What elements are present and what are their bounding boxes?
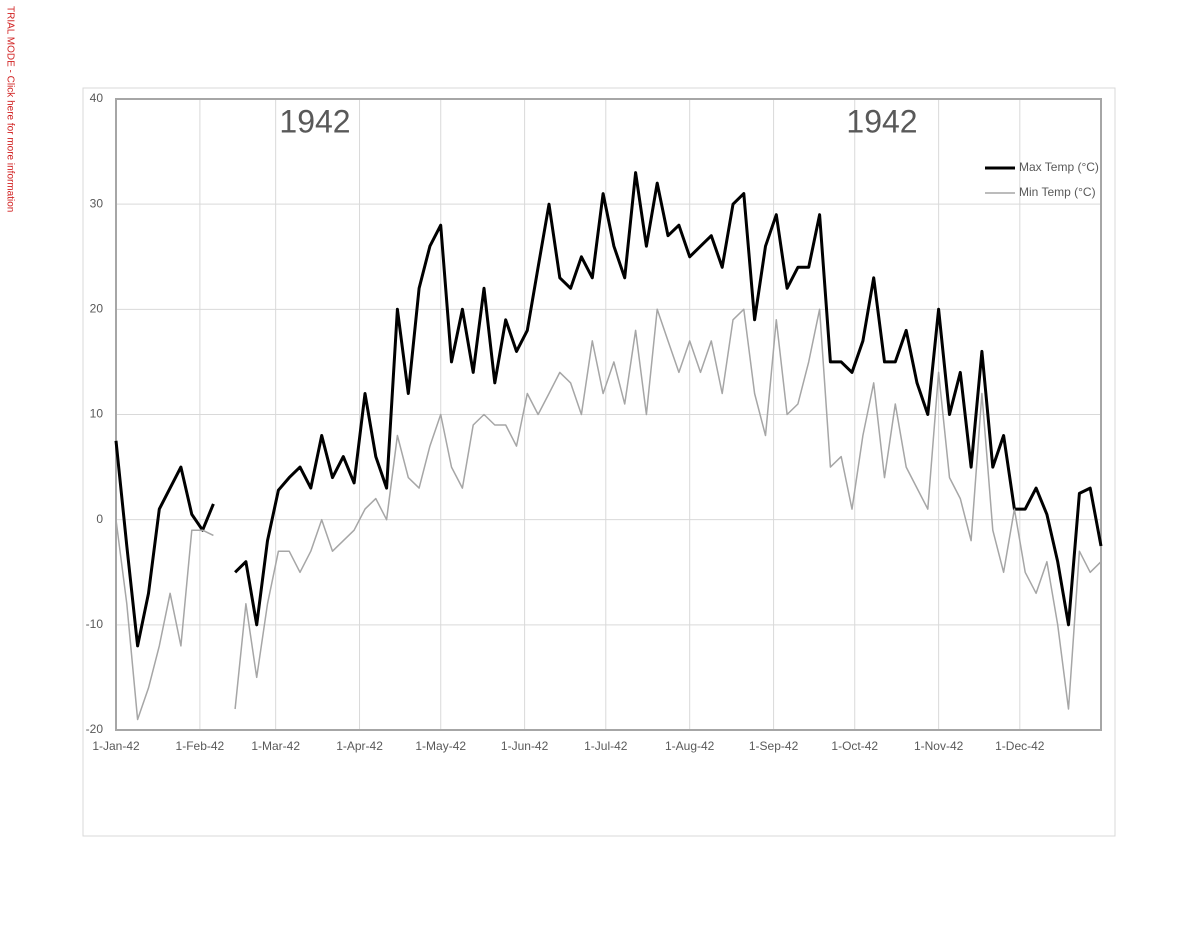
x-tick-label: 1-Sep-42 (749, 739, 799, 753)
x-tick-label: 1-Jun-42 (501, 739, 549, 753)
series-line (115, 308, 1102, 721)
y-tick-label: 40 (90, 91, 104, 105)
x-tick-label: 1-Oct-42 (831, 739, 878, 753)
annotation: 1942 (846, 103, 917, 139)
legend-label: Max Temp (°C) (1019, 160, 1099, 174)
y-tick-label: -10 (86, 617, 104, 631)
x-tick-label: 1-May-42 (415, 739, 466, 753)
trial-mode-link[interactable]: TRIAL MODE - Click here for more informa… (4, 6, 15, 212)
chart-frame (82, 87, 1116, 837)
y-tick-label: 20 (90, 302, 104, 316)
annotation: 1942 (279, 103, 350, 139)
legend-label: Min Temp (°C) (1019, 185, 1096, 199)
y-tick-label: -20 (86, 722, 104, 736)
series-line (114, 171, 1103, 648)
x-tick-label: 1-Mar-42 (251, 739, 300, 753)
y-tick-label: 10 (90, 407, 104, 421)
x-tick-label: 1-Nov-42 (914, 739, 964, 753)
x-tick-label: 1-Jan-42 (92, 739, 140, 753)
x-tick-label: 1-Jul-42 (584, 739, 628, 753)
x-tick-label: 1-Dec-42 (995, 739, 1045, 753)
y-tick-label: 30 (90, 196, 104, 210)
x-tick-label: 1-Apr-42 (336, 739, 383, 753)
plot-border (115, 98, 1102, 731)
x-tick-label: 1-Feb-42 (176, 739, 225, 753)
x-tick-label: 1-Aug-42 (665, 739, 715, 753)
y-tick-label: 0 (96, 512, 103, 526)
